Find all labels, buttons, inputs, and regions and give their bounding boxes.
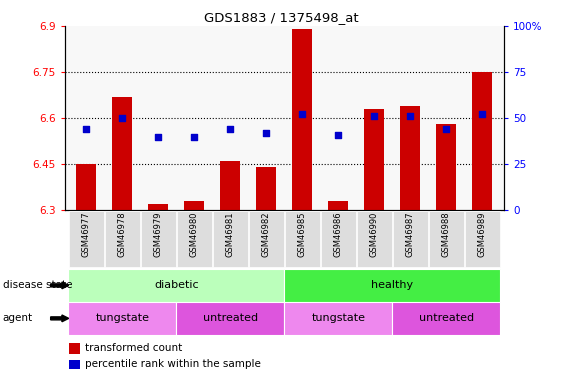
- FancyBboxPatch shape: [105, 211, 140, 267]
- Text: percentile rank within the sample: percentile rank within the sample: [84, 359, 260, 369]
- Bar: [69, 343, 80, 354]
- Bar: [68, 269, 284, 302]
- Bar: [68, 302, 176, 335]
- Text: GSM46990: GSM46990: [370, 212, 379, 257]
- Bar: [292, 29, 312, 210]
- Text: untreated: untreated: [203, 314, 258, 323]
- Text: GSM46982: GSM46982: [262, 212, 271, 257]
- FancyBboxPatch shape: [393, 211, 427, 267]
- Text: tungstate: tungstate: [311, 314, 365, 323]
- Bar: [69, 360, 80, 369]
- Text: healthy: healthy: [371, 280, 413, 290]
- Text: GSM46988: GSM46988: [442, 212, 451, 257]
- Text: untreated: untreated: [419, 314, 474, 323]
- Bar: [400, 106, 420, 210]
- FancyBboxPatch shape: [429, 211, 463, 267]
- Point: [226, 126, 235, 132]
- Bar: [392, 302, 501, 335]
- Text: diabetic: diabetic: [154, 280, 199, 290]
- Bar: [77, 164, 96, 210]
- FancyBboxPatch shape: [69, 211, 104, 267]
- Point: [190, 134, 199, 140]
- Text: GSM46981: GSM46981: [226, 212, 235, 257]
- Text: GSM46980: GSM46980: [190, 212, 199, 257]
- FancyBboxPatch shape: [249, 211, 284, 267]
- FancyBboxPatch shape: [465, 211, 499, 267]
- Point: [154, 134, 163, 140]
- FancyBboxPatch shape: [141, 211, 176, 267]
- Text: GSM46979: GSM46979: [154, 212, 163, 257]
- Text: GSM46989: GSM46989: [478, 212, 487, 257]
- Bar: [221, 161, 240, 210]
- Point: [442, 126, 451, 132]
- Bar: [256, 167, 276, 210]
- Point: [298, 111, 307, 117]
- Bar: [328, 201, 348, 210]
- FancyBboxPatch shape: [321, 211, 356, 267]
- Point: [370, 113, 379, 119]
- Text: tungstate: tungstate: [95, 314, 149, 323]
- Bar: [436, 124, 456, 210]
- Bar: [284, 302, 392, 335]
- FancyBboxPatch shape: [177, 211, 212, 267]
- Text: GDS1883 / 1375498_at: GDS1883 / 1375498_at: [204, 11, 359, 24]
- FancyBboxPatch shape: [213, 211, 248, 267]
- Text: GSM46977: GSM46977: [82, 212, 91, 257]
- Bar: [472, 72, 492, 210]
- Bar: [149, 204, 168, 210]
- Bar: [364, 109, 384, 210]
- FancyBboxPatch shape: [357, 211, 392, 267]
- Bar: [185, 201, 204, 210]
- FancyBboxPatch shape: [285, 211, 320, 267]
- Point: [406, 113, 415, 119]
- Bar: [284, 269, 501, 302]
- Text: GSM46978: GSM46978: [118, 212, 127, 257]
- Point: [478, 111, 487, 117]
- Text: transformed count: transformed count: [84, 343, 182, 353]
- Point: [118, 115, 127, 121]
- Point: [82, 126, 91, 132]
- Bar: [113, 97, 132, 210]
- Text: disease state: disease state: [3, 280, 72, 290]
- Text: GSM46987: GSM46987: [406, 212, 415, 257]
- Bar: [176, 302, 284, 335]
- Text: agent: agent: [3, 314, 33, 323]
- Point: [334, 132, 343, 138]
- Point: [262, 130, 271, 136]
- Text: GSM46986: GSM46986: [334, 212, 343, 257]
- Text: GSM46985: GSM46985: [298, 212, 307, 257]
